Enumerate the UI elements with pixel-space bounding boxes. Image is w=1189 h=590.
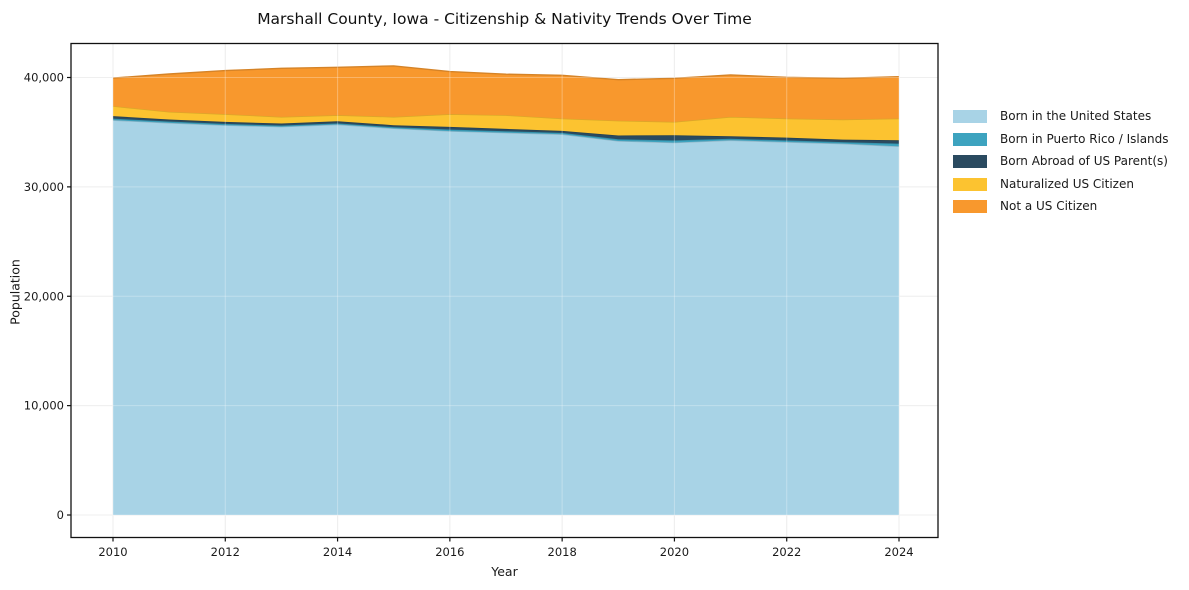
legend-label: Not a US Citizen [1000,199,1098,214]
legend-swatch [953,177,987,191]
legend-swatch [953,200,987,214]
y-axis-label: Population [7,259,23,325]
x-tick-label: 2014 [323,545,352,559]
area-series-born-in-the-united-states [113,120,899,515]
area-series-not-a-us-citizen [113,65,899,122]
legend-item: Born in the United States [953,110,1169,123]
area-series-naturalized-us-citizen [113,106,899,141]
plot-frame [70,42,939,539]
legend-label: Born Abroad of US Parent(s) [1000,154,1168,169]
legend-swatch [953,110,987,123]
x-tick-label: 2016 [435,545,464,559]
legend-item: Not a US Citizen [953,199,1169,214]
chart-title: Marshall County, Iowa - Citizenship & Na… [257,10,752,28]
legend-swatch [953,155,987,169]
y-tick-label: 30,000 [24,180,64,194]
x-axis-label: Year [491,564,518,579]
y-tick-label: 10,000 [24,399,64,413]
x-tick-label: 2018 [548,545,577,559]
legend-swatch [953,132,987,146]
x-tick-label: 2024 [884,545,913,559]
legend-item: Born in Puerto Rico / Islands [953,131,1169,146]
x-tick-label: 2022 [772,545,801,559]
y-tick-label: 40,000 [24,71,64,85]
area-edge [112,65,900,81]
x-tick-label: 2020 [660,545,689,559]
y-tick-label: 20,000 [24,289,64,303]
legend-item: Naturalized US Citizen [953,176,1169,191]
x-tick-label: 2010 [98,545,127,559]
legend-item: Born Abroad of US Parent(s) [953,154,1169,169]
area-series-born-in-puerto-rico-islands [113,118,899,147]
legend: Born in the United States Born in Puerto … [953,110,1169,223]
legend-label: Born in the United States [1000,109,1152,123]
x-tick-label: 2012 [211,545,240,559]
legend-label: Born in Puerto Rico / Islands [1000,131,1169,146]
y-tick-label: 0 [57,508,64,522]
legend-label: Naturalized US Citizen [1000,176,1134,191]
